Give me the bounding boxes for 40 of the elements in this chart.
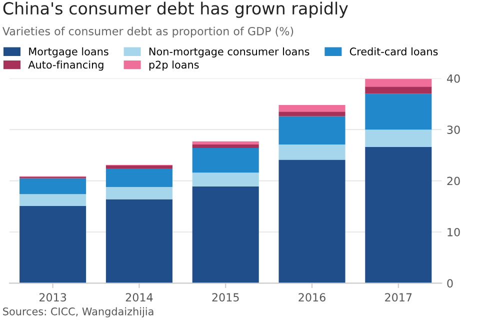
x-tick-label: 2013 — [39, 293, 66, 302]
bar — [192, 186, 259, 284]
y-tick-label: 20 — [447, 176, 460, 186]
x-tick-label: 2014 — [126, 293, 153, 302]
bar — [278, 112, 346, 116]
bar — [106, 186, 172, 200]
x-tick-label: 2016 — [298, 293, 326, 302]
chart-subtitle: Varieties of consumer debt as proportion of GDP (%) — [2, 26, 294, 38]
legend-label: Mortgage loans — [29, 47, 108, 58]
bar — [106, 199, 172, 284]
bar — [20, 206, 86, 284]
bar — [20, 178, 86, 194]
bar — [278, 160, 346, 284]
chart-title: China's consumer debt has grown rapidly — [3, 2, 348, 18]
bar — [192, 148, 259, 173]
bar — [106, 165, 172, 169]
legend-label: p2p loans — [149, 60, 199, 71]
y-tick-label: 40 — [447, 74, 460, 83]
y-tick-label: 30 — [447, 126, 460, 134]
bar — [106, 168, 172, 187]
bar — [365, 78, 432, 87]
legend-label: Auto-financing — [28, 60, 104, 71]
y-tick-label: 10 — [448, 228, 460, 236]
bar — [192, 144, 259, 148]
x-tick-label: 2017 — [385, 293, 412, 302]
bar — [192, 172, 259, 186]
legend-label: Credit-card loans — [350, 47, 438, 56]
bar — [365, 94, 432, 130]
bar — [278, 144, 346, 160]
legend-label: Non-mortgage consumer loans — [149, 47, 310, 58]
bar — [365, 130, 432, 148]
bar — [278, 116, 346, 144]
x-tick-label: 2015 — [212, 293, 239, 302]
y-tick-label: 0 — [447, 279, 453, 288]
bar — [192, 141, 259, 144]
bar — [278, 105, 346, 112]
bar — [365, 147, 432, 284]
bar — [365, 86, 432, 94]
source-note: Sources: CICC, Wangdaizhijia — [3, 307, 154, 318]
bar — [20, 194, 86, 206]
